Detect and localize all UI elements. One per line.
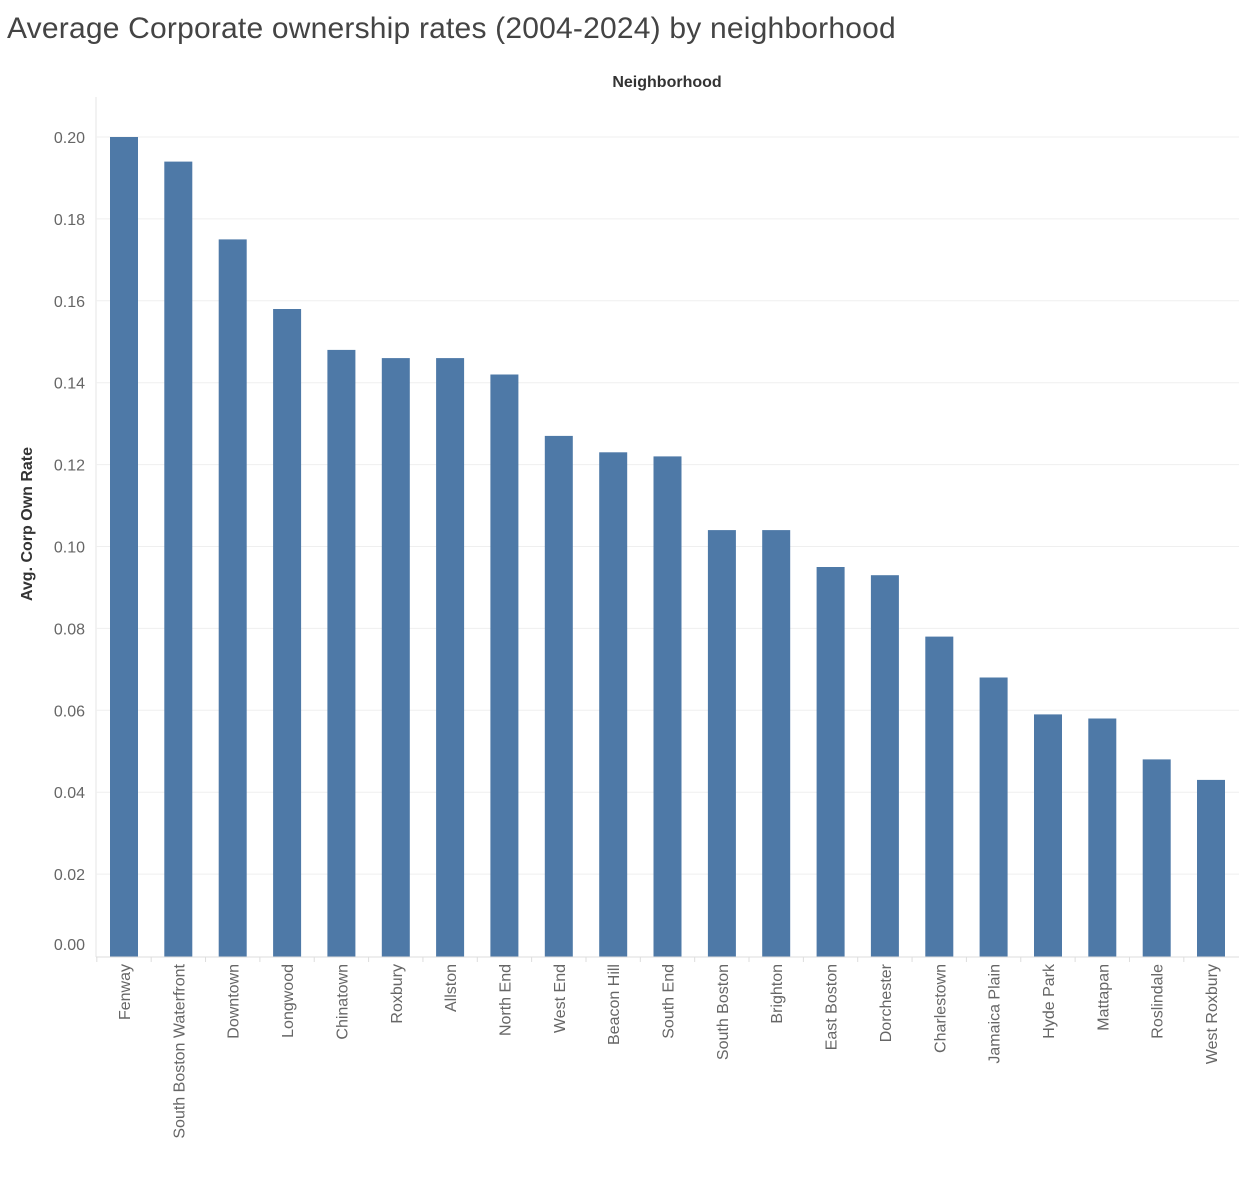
bar[interactable] [164,161,193,958]
x-tick-label: Fenway [117,964,134,1020]
bar[interactable] [381,358,410,958]
bar[interactable] [110,137,138,957]
x-axis-title: Neighborhood [612,74,721,91]
chart-title: Average Corporate ownership rates (2004-… [7,12,896,45]
y-tick-label: 0.04 [54,785,85,802]
x-tick-label: West Roxbury [1204,964,1221,1064]
bar[interactable] [436,358,465,958]
bar[interactable] [653,456,682,957]
y-tick-label: 0.06 [54,703,85,720]
y-tick-label: 0.14 [54,376,85,393]
bars [110,137,1225,958]
y-tick-label: 0.12 [54,458,85,475]
bar[interactable] [218,239,247,957]
y-axis-title: Avg. Corp Own Rate [19,447,36,601]
x-tick-label: South Boston [715,964,732,1060]
x-tick-label: North End [497,964,514,1036]
x-tick-label: Roxbury [389,964,406,1024]
y-tick-label: 0.08 [54,621,85,638]
x-tick-label: South Boston Waterfront [171,963,188,1138]
bar[interactable] [1088,718,1117,958]
bar[interactable] [1034,714,1062,957]
x-tick-label: Charlestown [932,964,949,1053]
y-axis: 0.00 0.02 0.04 0.06 0.08 0.10 0.12 0.14 0.16 0.18… [54,130,85,954]
x-tick-label: Beacon Hill [606,964,623,1045]
x-tick-label: South End [661,964,678,1039]
bar[interactable] [1142,759,1171,957]
bar[interactable] [273,309,302,957]
y-tick-label: 0.16 [54,294,85,311]
x-tick-label: Hyde Park [1041,963,1058,1039]
x-tick-label: Allston [443,964,460,1012]
bar[interactable] [762,530,791,957]
y-tick-label: 0.10 [54,540,85,557]
x-tick-label: Jamaica Plain [987,964,1004,1064]
y-tick-label: 0.02 [54,867,85,884]
y-tick-label: 0.00 [54,937,85,954]
bar[interactable] [816,567,845,957]
x-tick-label: Mattapan [1095,964,1112,1031]
x-tick-label: Brighton [769,964,786,1024]
y-tick-label: 0.20 [54,130,85,147]
x-tick-label: Roslindale [1150,964,1167,1039]
x-tick-label: Dorchester [878,963,895,1042]
x-tick-label: East Boston [824,964,841,1050]
y-tick-label: 0.18 [54,212,85,229]
bar[interactable] [599,452,628,957]
x-tick-label: Downtown [226,964,243,1039]
bar[interactable] [870,575,899,957]
bar[interactable] [544,435,573,957]
x-tick-label: West End [552,964,569,1033]
bar[interactable] [925,636,954,957]
bar[interactable] [490,374,519,958]
x-tick-label: Longwood [280,964,297,1038]
bar[interactable] [1197,779,1225,957]
bar[interactable] [707,530,736,957]
x-tick-label: Chinatown [334,964,351,1040]
bar[interactable] [979,677,1008,958]
x-axis: Fenway South Boston Waterfront Downtown Lon… [96,956,1239,1139]
bar[interactable] [327,349,356,957]
